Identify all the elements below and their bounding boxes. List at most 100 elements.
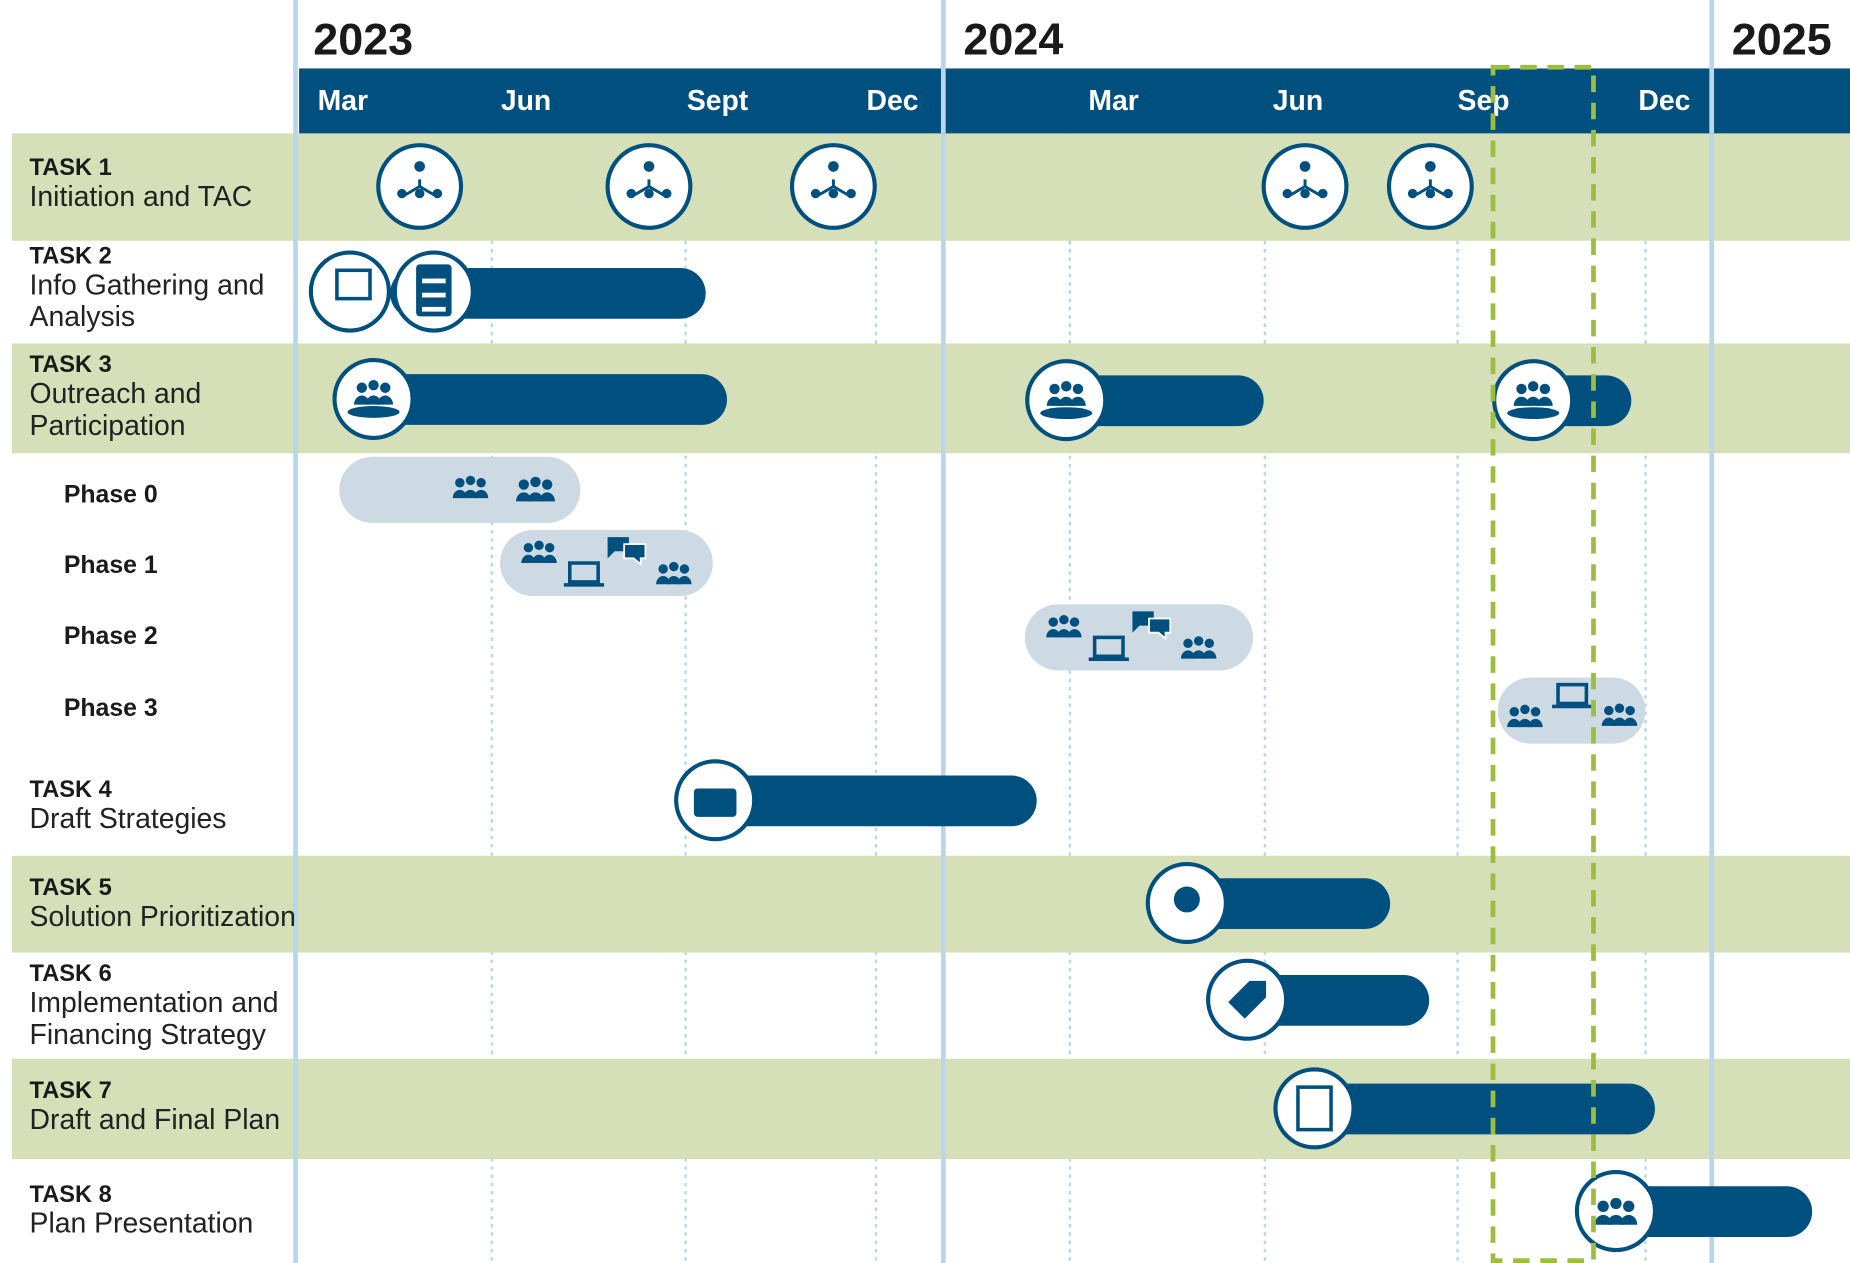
icon-head bbox=[828, 188, 839, 199]
task-name: Draft Strategies bbox=[30, 803, 227, 835]
icon-head bbox=[846, 188, 856, 199]
icon-head bbox=[1610, 1197, 1622, 1210]
icon-head bbox=[669, 561, 679, 572]
icon-body bbox=[515, 492, 532, 502]
people-icon bbox=[521, 540, 557, 564]
clipboard-line bbox=[422, 306, 446, 312]
month-label: Jun bbox=[501, 85, 551, 117]
document-icon bbox=[1296, 1085, 1333, 1132]
laptop-base bbox=[1088, 657, 1129, 662]
icon-head bbox=[1539, 383, 1551, 395]
tag-icon bbox=[1228, 980, 1267, 1019]
task-label: TASK 4 bbox=[30, 777, 112, 803]
icon-body bbox=[1191, 650, 1206, 659]
icon-head bbox=[465, 475, 476, 486]
task-name: Participation bbox=[30, 410, 186, 442]
org-icon bbox=[626, 161, 672, 199]
icon-body bbox=[666, 576, 681, 585]
icon-head bbox=[414, 161, 425, 172]
icon-head bbox=[530, 476, 541, 488]
laptop-base bbox=[1552, 704, 1593, 709]
icon-body bbox=[1623, 717, 1638, 726]
org-icon bbox=[1282, 161, 1328, 199]
people-icon bbox=[1180, 636, 1217, 659]
month-label: Jun bbox=[1273, 85, 1323, 117]
people-icon bbox=[1046, 614, 1082, 638]
icon-body bbox=[677, 576, 692, 585]
icon-body bbox=[1601, 717, 1616, 726]
table-icon bbox=[1040, 407, 1093, 420]
task-label: TASK 3 bbox=[30, 352, 112, 378]
icon-body bbox=[1513, 396, 1530, 406]
icon-body bbox=[1517, 718, 1533, 728]
task-name: Analysis bbox=[30, 301, 136, 333]
icon-body bbox=[1612, 717, 1627, 726]
org-icon bbox=[1407, 161, 1453, 199]
laptop-icon bbox=[1092, 635, 1125, 659]
clipboard-icon bbox=[416, 264, 452, 317]
icon-body bbox=[542, 554, 557, 564]
year-label: 2023 bbox=[313, 13, 413, 64]
icon-head bbox=[1318, 188, 1328, 199]
people-icon bbox=[656, 561, 692, 585]
icon-body bbox=[1202, 650, 1217, 659]
bulb-icon bbox=[1173, 886, 1200, 913]
icon-head bbox=[1425, 161, 1436, 172]
icon-body bbox=[1056, 629, 1071, 638]
task-bar bbox=[715, 775, 1037, 827]
icon-body bbox=[656, 576, 671, 585]
people-icon bbox=[1513, 381, 1553, 406]
task-name: Info Gathering and bbox=[30, 269, 265, 301]
icon-body bbox=[531, 554, 547, 564]
task-name: Implementation and bbox=[30, 987, 279, 1019]
task-icon bbox=[1273, 1067, 1356, 1150]
icon-head bbox=[1625, 705, 1635, 716]
task-label: TASK 5 bbox=[30, 875, 112, 901]
task-bar bbox=[1314, 1083, 1655, 1135]
icon-head bbox=[544, 542, 555, 553]
icon-head bbox=[356, 382, 368, 393]
icon-head bbox=[368, 379, 379, 391]
month-label: Dec bbox=[866, 85, 918, 117]
icon-head bbox=[523, 542, 534, 553]
month-label: Mar bbox=[318, 85, 368, 117]
icon-head bbox=[1069, 617, 1080, 627]
icon-body bbox=[365, 395, 382, 405]
people-icon bbox=[354, 379, 394, 405]
task-icon bbox=[308, 250, 391, 333]
icon-links bbox=[1290, 179, 1320, 197]
icon-body bbox=[452, 489, 467, 499]
icon-head bbox=[1048, 617, 1058, 627]
icon-head bbox=[534, 540, 544, 551]
icon-body bbox=[354, 395, 370, 405]
icon-head bbox=[1623, 1200, 1635, 1213]
icon-head bbox=[1516, 383, 1527, 395]
icon-head bbox=[541, 479, 553, 490]
icon-head bbox=[1299, 161, 1311, 172]
icon-head bbox=[1193, 636, 1204, 646]
month-label: Sept bbox=[687, 85, 749, 117]
icon-head bbox=[414, 188, 425, 199]
icon-head bbox=[1049, 383, 1060, 395]
icon-head bbox=[1520, 704, 1530, 715]
icon-body bbox=[377, 395, 394, 405]
icon-head bbox=[1443, 188, 1453, 199]
month-label: Dec bbox=[1638, 85, 1690, 117]
icon-body bbox=[1594, 1214, 1612, 1225]
year-label: 2025 bbox=[1732, 13, 1832, 64]
month-label: Sep bbox=[1458, 85, 1510, 117]
icon-head bbox=[643, 161, 655, 172]
icon-body bbox=[1046, 629, 1061, 638]
icon-head bbox=[1204, 638, 1215, 649]
task-label: TASK 8 bbox=[30, 1182, 112, 1208]
people-icon bbox=[1046, 381, 1086, 406]
icon-head bbox=[518, 479, 529, 490]
icon-head bbox=[1282, 188, 1293, 199]
phase-label: Phase 3 bbox=[64, 695, 158, 722]
task-label: TASK 7 bbox=[30, 1078, 112, 1104]
task-name: Solution Prioritization bbox=[30, 901, 296, 933]
icon-head bbox=[397, 188, 407, 199]
icon-body bbox=[1528, 718, 1543, 728]
phase-label: Phase 0 bbox=[64, 481, 158, 508]
clipboard-line bbox=[422, 278, 446, 284]
